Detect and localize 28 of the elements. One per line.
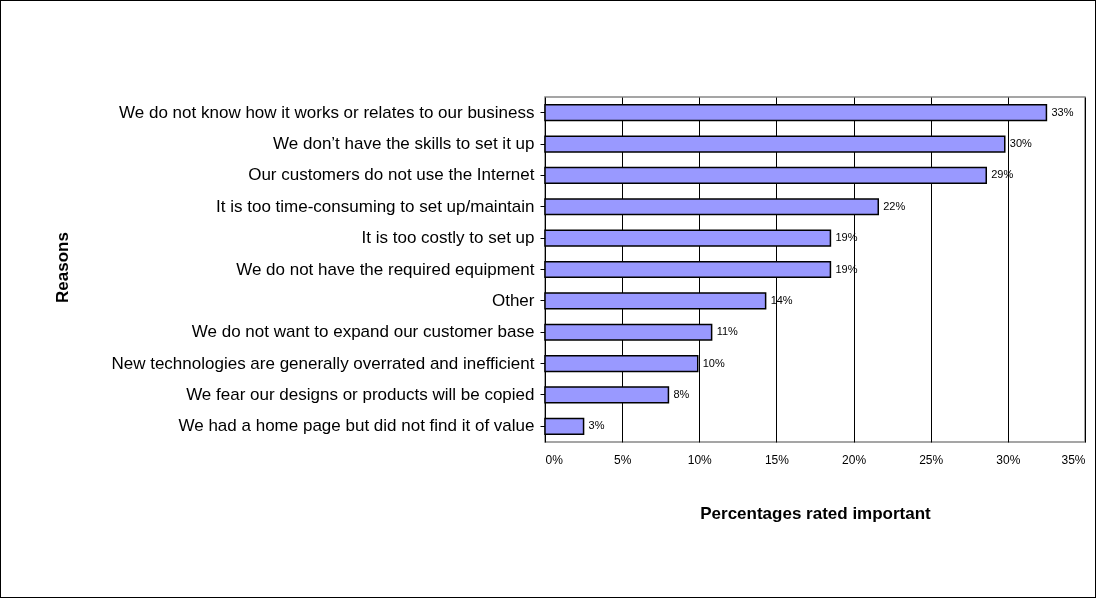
x-tick-label: 0% xyxy=(545,452,564,467)
y-tick-label: It is too time-consuming to set up/maintain xyxy=(216,196,535,216)
y-tick-label: New technologies are generally overrated and inefficient xyxy=(111,353,535,373)
x-tick-label: 20% xyxy=(842,452,867,467)
data-label: 22% xyxy=(883,199,906,212)
y-tick-label: We do not want to expand our customer base xyxy=(191,322,535,342)
data-label: 3% xyxy=(588,419,605,432)
y-tick-label: Other xyxy=(491,290,535,310)
data-label: 10% xyxy=(702,356,725,369)
y-tick-label: We had a home page but did not find it of value xyxy=(178,416,535,436)
x-tick-label: 30% xyxy=(996,452,1021,467)
y-tick-label: It is too costly to set up xyxy=(361,228,535,248)
x-tick-label: 35% xyxy=(1061,452,1086,467)
x-tick-label: 15% xyxy=(764,452,790,467)
x-tick-label: 5% xyxy=(613,452,632,467)
data-label: 30% xyxy=(1009,137,1033,150)
data-label: 8% xyxy=(673,387,690,400)
y-tick-label: We fear our designs or products will be copied xyxy=(186,384,535,404)
x-tick-label: 10% xyxy=(687,452,713,467)
x-axis-title: Percentages rated important xyxy=(700,503,932,523)
data-label: 11% xyxy=(716,325,739,338)
x-tick-label: 25% xyxy=(919,452,944,467)
y-axis-title: Reasons xyxy=(52,232,72,303)
y-tick-label: Our customers do not use the Internet xyxy=(248,165,535,185)
y-tick-label: We do not have the required equipment xyxy=(236,259,535,279)
y-tick-label: We don’t have the skills to set it up xyxy=(273,134,535,154)
y-tick-label: We do not know how it works or relates to our business xyxy=(119,102,535,122)
data-label: 33% xyxy=(1051,105,1074,118)
